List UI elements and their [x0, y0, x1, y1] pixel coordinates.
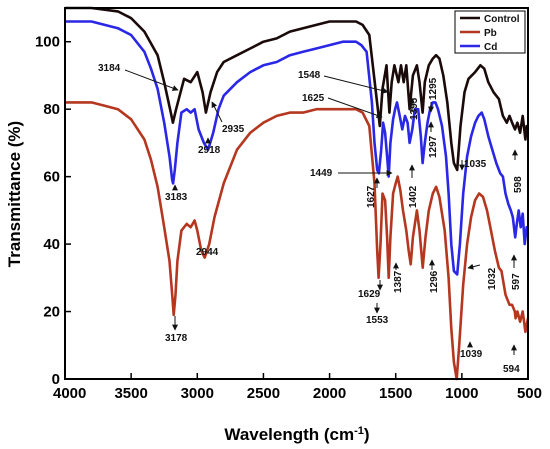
annotation-label-1625: 1625	[302, 93, 325, 104]
annotation-label-2918: 2918	[198, 145, 221, 156]
annotation-label-594: 594	[503, 364, 520, 375]
annotation-label-1032: 1032	[487, 267, 498, 290]
annotation-label-1402: 1402	[408, 185, 419, 208]
annotation-arrow-1548	[323, 75, 389, 94]
annotation-label-3183: 3183	[165, 192, 188, 203]
annotation-label-2935: 2935	[222, 124, 245, 135]
x-tick-label-2000: 2000	[313, 385, 346, 402]
annotation-label-598: 598	[513, 176, 524, 193]
x-tick-label-500: 500	[517, 385, 542, 402]
annotation-arrow-3184	[124, 69, 179, 91]
annotation-label-3184: 3184	[98, 63, 121, 74]
series-line-cd	[65, 20, 530, 276]
y-tick-label-0: 0	[52, 371, 60, 388]
x-tick-label-1500: 1500	[379, 385, 412, 402]
y-tick-label-60: 60	[43, 169, 60, 186]
annotation-label-1296: 1296	[429, 270, 440, 293]
x-tick-label-4000: 4000	[53, 385, 86, 402]
y-tick-label-40: 40	[43, 236, 60, 253]
annotation-label-597: 597	[511, 273, 522, 290]
annotation-arrow-2935	[211, 101, 223, 123]
x-tick-label-2500: 2500	[247, 385, 280, 402]
annotation-label-1449: 1449	[310, 168, 333, 179]
ticks-layer: 4000 3500 3000 2500 2000 1500 1000 500 0 20 40 60 80…	[35, 34, 542, 402]
series-line-control	[65, 6, 530, 172]
annotation-label-2944: 2944	[196, 247, 219, 258]
annotation-label-3178: 3178	[165, 333, 188, 344]
legend-label-pb: Pb	[484, 28, 497, 39]
legend: Control Pb Cd	[454, 10, 526, 54]
plot-frame	[64, 7, 529, 380]
x-axis-title: Wavelength (cm-1)	[224, 425, 369, 444]
x-tick-label-1000: 1000	[445, 385, 478, 402]
annotation-label-1297: 1297	[428, 135, 439, 158]
annotation-layer: 3184 2935 1548 1395 1295 1297 1035 598 1625 1449 1…	[98, 63, 524, 375]
annotation-label-1627: 1627	[366, 185, 377, 208]
series-line-pb	[65, 101, 530, 381]
annotation-label-1387: 1387	[393, 270, 404, 293]
annotation-arrow-1032	[467, 263, 481, 270]
annotation-label-1035: 1035	[464, 159, 487, 170]
legend-label-control: Control	[484, 14, 520, 25]
annotation-label-1548: 1548	[298, 70, 321, 81]
annotation-label-1295: 1295	[428, 77, 439, 100]
legend-label-cd: Cd	[484, 42, 497, 53]
y-tick-label-100: 100	[35, 34, 60, 51]
x-tick-label-3500: 3500	[114, 385, 147, 402]
y-tick-label-20: 20	[43, 304, 60, 321]
x-tick-label-3000: 3000	[181, 385, 214, 402]
annotation-arrow-1625	[327, 97, 383, 119]
x-axis-title-sup: -1	[354, 425, 364, 437]
y-tick-label-80: 80	[43, 101, 60, 118]
series-layer	[65, 6, 530, 381]
annotation-label-1039: 1039	[460, 349, 483, 360]
annotation-label-1629: 1629	[358, 289, 381, 300]
y-axis-title: Transmittance (%)	[5, 121, 24, 267]
annotation-label-1395: 1395	[409, 97, 420, 120]
annotation-label-1553: 1553	[366, 315, 389, 326]
